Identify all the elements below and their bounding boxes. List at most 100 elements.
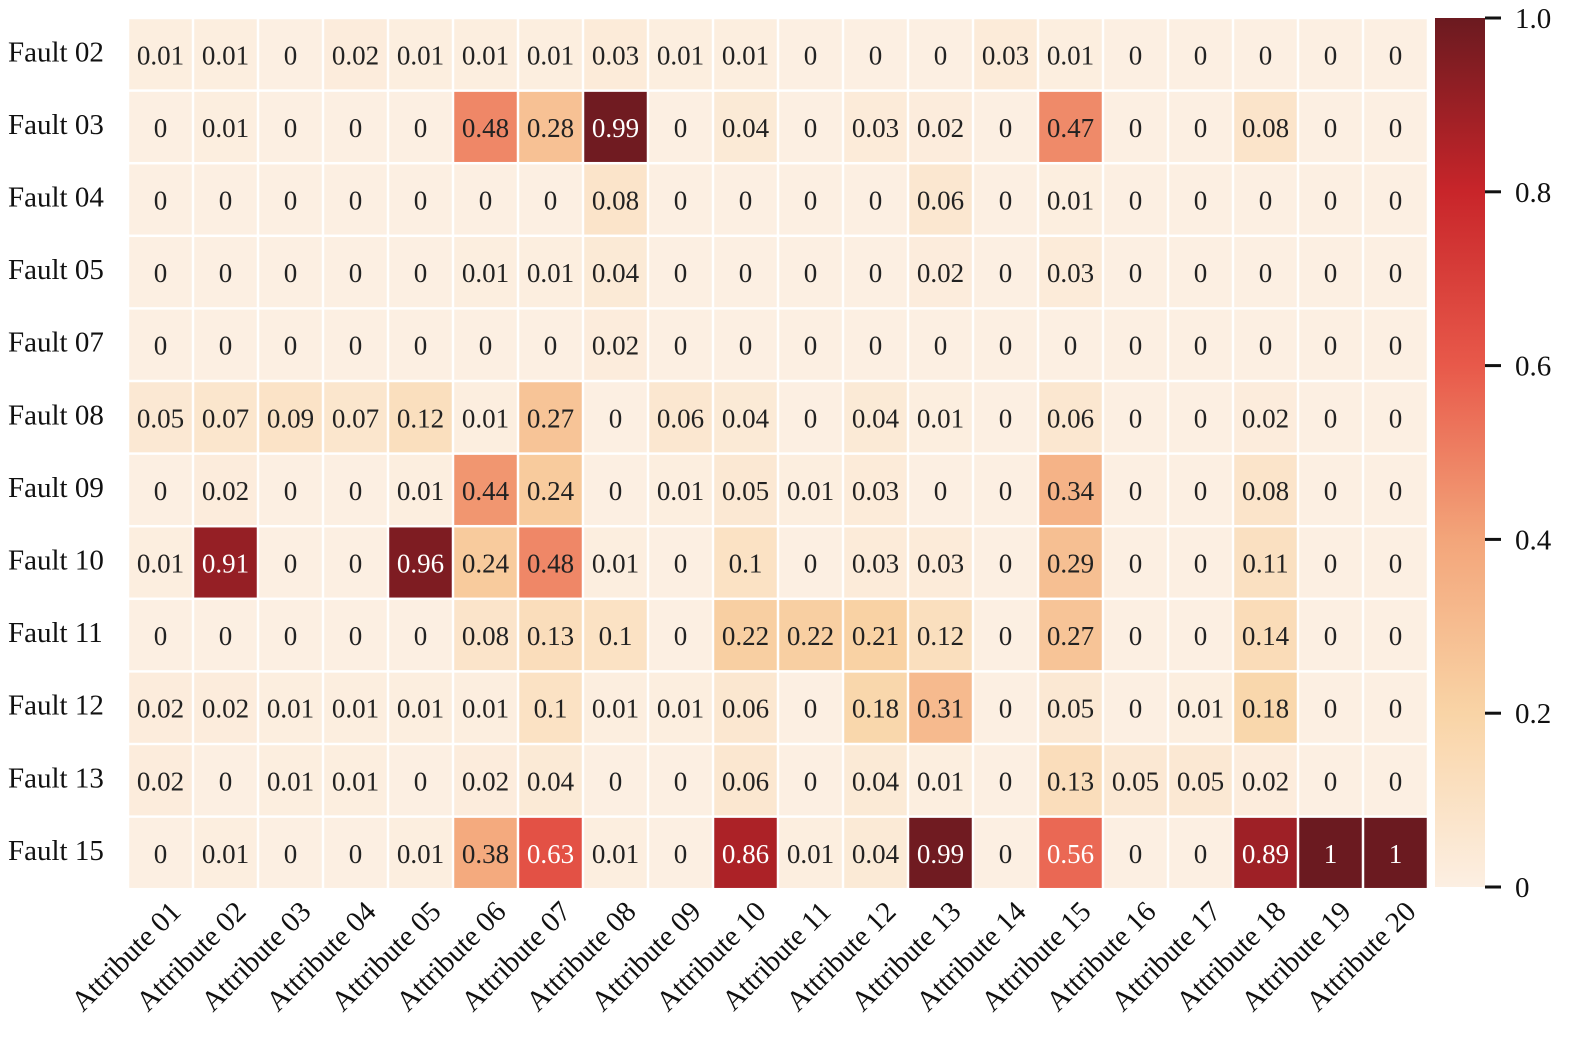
colorbar-tick-label: 0.4	[1515, 524, 1552, 556]
cell-value-label: 0	[1194, 403, 1208, 433]
cell-value-label: 0.22	[787, 621, 834, 651]
cell-value-label: 0.01	[787, 476, 834, 506]
cell-value-label: 0.01	[657, 40, 704, 70]
heatmap-cell	[454, 19, 517, 90]
heatmap-cell	[974, 600, 1037, 671]
heatmap-cell	[1299, 382, 1362, 453]
colorbar-tick-label: 0	[1515, 872, 1530, 904]
heatmap-cell	[389, 745, 452, 816]
cell-value-label: 0	[1324, 621, 1338, 651]
cell-value-label: 0	[219, 186, 233, 216]
cell-value-label: 0.01	[592, 549, 639, 579]
heatmap-cell	[1039, 454, 1102, 525]
heatmap-cell	[194, 382, 257, 453]
heatmap-cell	[779, 672, 842, 743]
heatmap-cell	[779, 164, 842, 235]
cell-value-label: 0.56	[1047, 839, 1094, 869]
heatmap-cell	[649, 745, 712, 816]
cell-value-label: 0.01	[657, 476, 704, 506]
cell-value-label: 0	[1389, 113, 1403, 143]
heatmap-cell	[1364, 745, 1427, 816]
cell-value-label: 0.03	[982, 40, 1029, 70]
heatmap-cell	[1364, 454, 1427, 525]
heatmap-cell	[1364, 382, 1427, 453]
cell-value-label: 0	[1129, 403, 1143, 433]
cell-value-label: 0.03	[1047, 258, 1094, 288]
cell-value-label: 0	[219, 766, 233, 796]
cell-value-label: 0.21	[852, 621, 899, 651]
heatmap-cell	[1299, 164, 1362, 235]
cell-value-label: 0.01	[917, 403, 964, 433]
heatmap-cell	[974, 672, 1037, 743]
heatmap-cell	[1364, 237, 1427, 308]
heatmap-cell	[389, 19, 452, 90]
heatmap-cell	[324, 745, 387, 816]
cell-value-label: 0.05	[1112, 766, 1159, 796]
cell-value-label: 0	[999, 186, 1013, 216]
heatmap-cell	[324, 237, 387, 308]
cell-value-label: 0.02	[332, 40, 379, 70]
heatmap-cell	[779, 309, 842, 380]
row-label: Fault 13	[8, 762, 104, 794]
heatmap-cell	[844, 454, 907, 525]
heatmap-cell	[974, 19, 1037, 90]
heatmap-cell	[1104, 672, 1167, 743]
colorbar-tick-label: 1.0	[1515, 3, 1551, 35]
cell-value-label: 0	[1194, 549, 1208, 579]
cell-value-label: 0.86	[722, 839, 769, 869]
heatmap-cell	[1169, 454, 1232, 525]
heatmap-cell	[974, 309, 1037, 380]
cell-value-label: 0	[1064, 331, 1078, 361]
cell-value-label: 0	[284, 839, 298, 869]
colorbar-tick-label: 0.2	[1515, 698, 1551, 730]
cell-value-label: 0	[1324, 40, 1338, 70]
cell-value-label: 0.07	[202, 403, 249, 433]
heatmap-cell	[649, 382, 712, 453]
cell-value-label: 0	[934, 40, 948, 70]
cell-value-label: 0	[219, 258, 233, 288]
cell-value-label: 0.01	[137, 40, 184, 70]
cell-value-label: 0	[1129, 694, 1143, 724]
heatmap-cell	[909, 237, 972, 308]
heatmap-cell	[324, 164, 387, 235]
cell-value-label: 0.03	[917, 549, 964, 579]
heatmap-cell	[584, 600, 647, 671]
cell-value-label: 0.06	[722, 694, 769, 724]
heatmap-cell	[389, 91, 452, 162]
cell-value-label: 0	[999, 331, 1013, 361]
heatmap-cell	[1039, 527, 1102, 598]
cell-value-label: 0.01	[397, 839, 444, 869]
cell-value-label: 0.01	[1047, 40, 1094, 70]
cell-value-label: 0.44	[462, 476, 510, 506]
heatmap-cell	[714, 672, 777, 743]
heatmap-cell	[779, 745, 842, 816]
cell-value-label: 0	[1389, 766, 1403, 796]
cell-value-label: 0	[1129, 549, 1143, 579]
cell-value-label: 0	[674, 839, 688, 869]
heatmap-cell	[584, 745, 647, 816]
cell-value-label: 1	[1324, 839, 1338, 869]
cell-value-label: 0.63	[527, 839, 574, 869]
heatmap-cell	[779, 817, 842, 888]
heatmap-cell	[844, 672, 907, 743]
heatmap-cell	[584, 454, 647, 525]
heatmap-cell	[389, 309, 452, 380]
cell-value-label: 0.96	[397, 549, 444, 579]
heatmap-cell	[1364, 600, 1427, 671]
cell-value-label: 0	[154, 258, 168, 288]
heatmap-cell	[1169, 91, 1232, 162]
heatmap-cell	[259, 91, 322, 162]
cell-value-label: 0.01	[527, 40, 574, 70]
cell-value-label: 0	[1324, 403, 1338, 433]
colorbar-tick-label: 0.6	[1515, 351, 1551, 383]
heatmap-cell	[259, 527, 322, 598]
heatmap-cell	[1299, 91, 1362, 162]
cell-value-label: 0.34	[1047, 476, 1095, 506]
heatmap-cell	[324, 454, 387, 525]
heatmap-cell	[324, 19, 387, 90]
heatmap-cell	[1234, 309, 1297, 380]
cell-value-label: 0	[804, 186, 818, 216]
cell-value-label: 0	[479, 331, 493, 361]
cell-value-label: 0.12	[917, 621, 964, 651]
